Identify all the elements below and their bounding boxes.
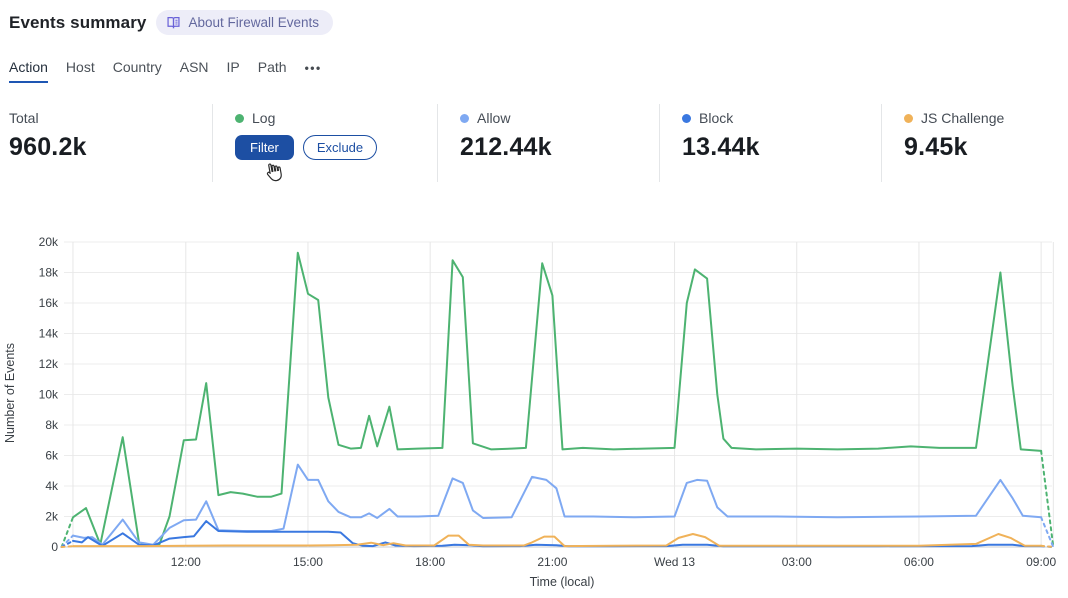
svg-text:06:00: 06:00 [904, 555, 934, 569]
stat-total: Total 960.2k [0, 104, 212, 182]
stat-allow-value: 212.44k [460, 133, 552, 161]
book-icon [167, 17, 181, 29]
stat-block-label: Block [699, 110, 734, 126]
page-title: Events summary [9, 12, 147, 32]
block-legend-dot [682, 113, 691, 123]
svg-text:Number of Events: Number of Events [3, 343, 17, 443]
about-label: About Firewall Events [188, 15, 320, 30]
series-dash-start-js-challenge [60, 545, 74, 548]
svg-text:4k: 4k [45, 479, 59, 493]
stat-allow-label-row: Allow [460, 110, 659, 126]
svg-text:16k: 16k [39, 296, 59, 310]
stat-js-challenge: JS Challenge 9.45k [881, 104, 1068, 182]
svg-text:12k: 12k [39, 357, 59, 371]
svg-text:12:00: 12:00 [171, 555, 201, 569]
allow-legend-dot [460, 113, 469, 123]
log-filter-actions: Filter Exclude [235, 135, 437, 160]
tab-action[interactable]: Action [9, 59, 48, 83]
stat-js-challenge-label: JS Challenge [921, 110, 1005, 126]
header: Events summary About Firewall Events [9, 10, 334, 35]
filter-button[interactable]: Filter [235, 135, 294, 160]
js-challenge-legend-dot [904, 113, 913, 123]
stat-allow-label: Allow [477, 110, 511, 126]
svg-text:0: 0 [51, 540, 58, 554]
series-dash-start-log [60, 516, 74, 548]
svg-text:15:00: 15:00 [293, 555, 323, 569]
stat-log-label: Log [252, 110, 276, 126]
series-dash-end-js-challenge [1040, 544, 1055, 548]
series-line-log [72, 251, 1043, 546]
events-chart: 0 2k 4k 6k 8k 10k 12k 14k 16k 18k 20k 12:00 15:00 18:… [3, 235, 1056, 589]
series-line-js-challenge [72, 533, 1043, 548]
chart-area: 0 2k 4k 6k 8k 10k 12k 14k 16k 18k 20k 12:00 15:00 18:… [0, 225, 1068, 598]
stat-log-label-row: Log [235, 110, 437, 126]
stat-total-label: Total [9, 110, 39, 126]
svg-text:Time (local): Time (local) [530, 575, 595, 589]
dimension-tabs: Action Host Country ASN IP Path ••• [9, 59, 322, 83]
stat-allow: Allow 212.44k [437, 104, 659, 182]
stat-js-challenge-label-row: JS Challenge [904, 110, 1068, 126]
tab-path[interactable]: Path [257, 59, 287, 75]
log-legend-dot [235, 113, 244, 123]
stat-block-label-row: Block [682, 110, 881, 126]
series-dash-end-log [1040, 449, 1055, 548]
more-tabs-button[interactable]: ••• [304, 61, 322, 75]
stat-js-challenge-value: 9.45k [904, 133, 968, 161]
tab-host[interactable]: Host [65, 59, 95, 75]
svg-text:18:00: 18:00 [415, 555, 445, 569]
about-firewall-events-link[interactable]: About Firewall Events [156, 10, 334, 35]
series-line-block [72, 520, 1043, 548]
stat-block: Block 13.44k [659, 104, 881, 182]
svg-text:14k: 14k [39, 327, 59, 341]
exclude-button[interactable]: Exclude [302, 135, 378, 160]
series-line-allow [72, 463, 1043, 546]
stats-row: Total 960.2k Log Filter Exclude Allow 21… [0, 104, 1068, 182]
stat-block-value: 13.44k [682, 133, 760, 161]
svg-text:18k: 18k [39, 266, 59, 280]
svg-text:2k: 2k [45, 510, 59, 524]
tab-ip[interactable]: IP [226, 59, 240, 75]
stat-log: Log Filter Exclude [212, 104, 437, 182]
svg-text:09:00: 09:00 [1026, 555, 1056, 569]
tab-country[interactable]: Country [112, 59, 162, 75]
svg-text:03:00: 03:00 [782, 555, 812, 569]
svg-text:6k: 6k [45, 449, 59, 463]
tab-asn[interactable]: ASN [179, 59, 209, 75]
svg-text:20k: 20k [39, 235, 59, 249]
svg-text:21:00: 21:00 [537, 555, 567, 569]
stat-total-value: 960.2k [9, 133, 87, 161]
svg-text:Wed 13: Wed 13 [654, 555, 695, 569]
series-dash-end-allow [1040, 516, 1055, 548]
svg-text:10k: 10k [39, 388, 59, 402]
svg-text:8k: 8k [45, 418, 59, 432]
